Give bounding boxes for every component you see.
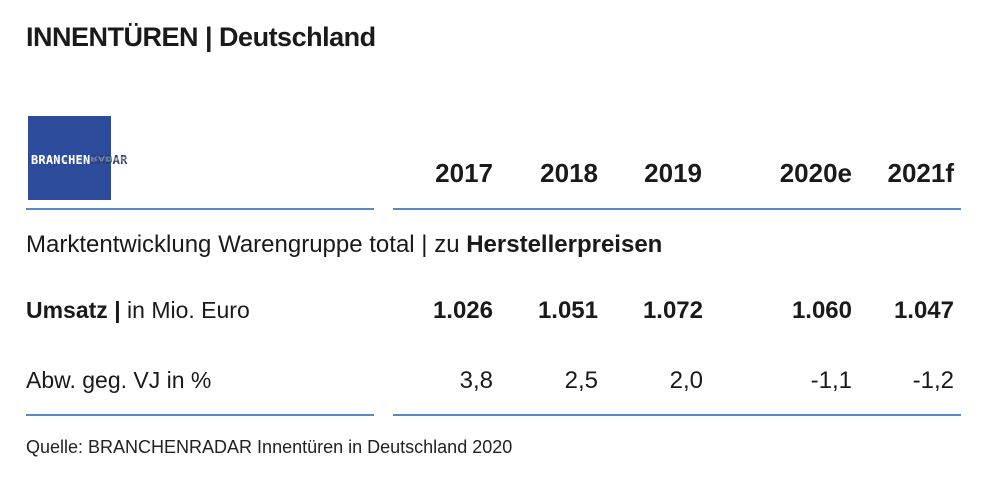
row-label-umsatz: Umsatz | in Mio. Euro xyxy=(26,297,250,323)
branchenradar-logo xyxy=(28,116,111,200)
table-cell: -1,1 xyxy=(810,367,852,394)
table-cell: 2,5 xyxy=(564,367,598,394)
year-header-2020e: 2020e xyxy=(779,158,852,188)
header-rule-right xyxy=(393,208,961,210)
table-cell: 2,0 xyxy=(669,367,703,394)
source-note: Quelle: BRANCHENRADAR Innentüren in Deut… xyxy=(26,437,513,457)
header-rule-left xyxy=(26,208,374,210)
table-subtitle: Marktentwicklung Warengruppe total | zu … xyxy=(26,231,663,258)
footer-rule-left xyxy=(26,414,374,416)
footer-rule-right xyxy=(393,414,961,416)
table-cell: 1.047 xyxy=(893,297,954,324)
page-title: INNENTÜREN | Deutschland xyxy=(26,22,376,52)
logo-wordmark: BRANCHENRADAR xyxy=(31,153,128,167)
table-cell: 1.051 xyxy=(537,297,598,324)
year-header-2017: 2017 xyxy=(435,158,493,188)
table-cell: 1.072 xyxy=(642,297,703,324)
table-cell: 1.060 xyxy=(791,297,852,324)
year-header-2021f: 2021f xyxy=(887,158,955,188)
row-label-abweichung: Abw. geg. VJ in % xyxy=(26,367,212,393)
table-cell: -1,2 xyxy=(912,367,954,394)
year-header-2019: 2019 xyxy=(644,158,702,188)
table-cell: 3,8 xyxy=(459,367,493,394)
logo-reflection: BRANCHENRADAR xyxy=(31,154,128,163)
year-header-2018: 2018 xyxy=(540,158,598,188)
table-cell: 1.026 xyxy=(432,297,493,324)
